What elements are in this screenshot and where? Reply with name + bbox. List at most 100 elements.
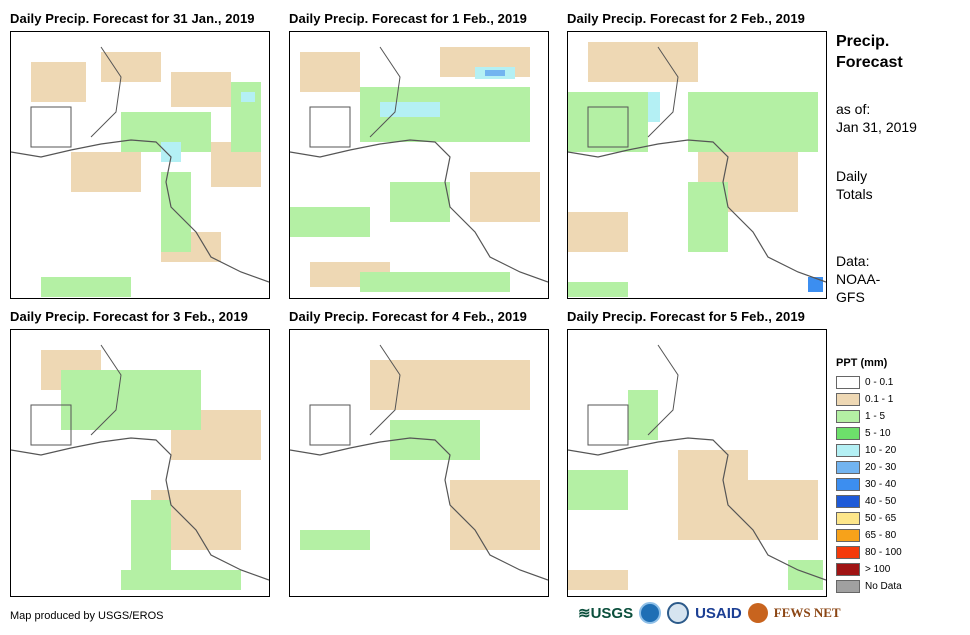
legend-label: 80 - 100: [865, 547, 902, 558]
legend-swatch: [836, 410, 860, 423]
border: [587, 344, 679, 446]
precip-map: [10, 329, 270, 597]
legend-swatch: [836, 563, 860, 576]
legend-label: 0.1 - 1: [865, 394, 894, 405]
data-line: NOAA-: [836, 271, 881, 287]
tan-layer: [568, 450, 818, 590]
map-svg: [11, 46, 269, 297]
tan-layer: [370, 360, 540, 550]
data-line: Data:: [836, 253, 870, 269]
map-svg: [11, 344, 269, 590]
legend-swatch: [836, 529, 860, 542]
legend-item: 0.1 - 1: [836, 391, 902, 408]
as-of-label: as of:: [836, 101, 871, 117]
legend-swatch: [836, 427, 860, 440]
precip-map: [567, 329, 827, 597]
cyan-layer: [648, 92, 660, 122]
legend-swatch: [836, 478, 860, 491]
light-green-layer: [41, 82, 261, 297]
legend-item: No Data: [836, 578, 902, 595]
legend-label: 5 - 10: [865, 428, 891, 439]
tan-layer: [31, 52, 261, 262]
coastline: [568, 437, 826, 581]
panel-title: Daily Precip. Forecast for 5 Feb., 2019: [567, 309, 806, 324]
fewsnet-logo: FEWS NET: [773, 605, 841, 620]
border: [587, 46, 679, 148]
legend-swatch: [836, 393, 860, 406]
panel-title: Daily Precip. Forecast for 31 Jan., 2019: [10, 11, 255, 26]
legend-label: No Data: [865, 581, 902, 592]
precip-map: [10, 31, 270, 299]
coastline: [11, 437, 269, 581]
cyan-layer: [161, 92, 255, 162]
legend-item: 50 - 65: [836, 510, 902, 527]
legend-item: 0 - 0.1: [836, 374, 902, 391]
legend-label: 40 - 50: [865, 496, 897, 507]
legend-item: > 100: [836, 561, 902, 578]
legend-label: 50 - 65: [865, 513, 897, 524]
border: [309, 46, 401, 148]
as-of-block: as of: Jan 31, 2019: [836, 100, 917, 136]
light-green-layer: [61, 370, 241, 590]
precip-map: [567, 31, 827, 299]
sidebar-title: Precip. Forecast: [836, 31, 903, 73]
legend-item: 30 - 40: [836, 476, 902, 493]
border: [309, 344, 401, 446]
legend-item: 20 - 30: [836, 459, 902, 476]
panel-title: Daily Precip. Forecast for 1 Feb., 2019: [289, 11, 528, 26]
legend-swatch: [836, 580, 860, 593]
legend-item: 80 - 100: [836, 544, 902, 561]
legend-swatch: [836, 444, 860, 457]
panel-title: Daily Precip. Forecast for 3 Feb., 2019: [10, 309, 249, 324]
precip-map: [289, 329, 549, 597]
panel-title: Daily Precip. Forecast for 4 Feb., 2019: [289, 309, 528, 324]
legend-item: 1 - 5: [836, 408, 902, 425]
data-source-block: Data: NOAA- GFS: [836, 252, 880, 306]
legend-title: PPT (mm): [836, 357, 888, 369]
usaid-logo: USAID: [695, 604, 742, 622]
map-credit: Map produced by USGS/EROS: [10, 610, 164, 622]
legend-item: 40 - 50: [836, 493, 902, 510]
map-svg: [290, 46, 548, 292]
legend-item: 10 - 20: [836, 442, 902, 459]
blue-layer: [485, 70, 505, 76]
legend-swatch: [836, 461, 860, 474]
legend-label: > 100: [865, 564, 891, 575]
totals-line: Totals: [836, 186, 873, 202]
legend: PPT (mm) 0 - 0.1 0.1 - 1 1 - 5 5 - 10 10 - 2…: [836, 357, 902, 595]
legend-label: 30 - 40: [865, 479, 897, 490]
legend-label: 0 - 0.1: [865, 377, 894, 388]
legend-swatch: [836, 512, 860, 525]
map-svg: [568, 344, 826, 590]
tan-layer: [568, 42, 798, 252]
logo-strip: ≋USGS USAID FEWS NET: [578, 598, 841, 628]
as-of-date: Jan 31, 2019: [836, 119, 917, 135]
map-svg: [290, 344, 548, 581]
fewsnet-globe-icon: [747, 603, 768, 623]
legend-label: 65 - 80: [865, 530, 897, 541]
usgs-logo: ≋USGS: [578, 605, 634, 622]
legend-label: 1 - 5: [865, 411, 886, 422]
legend-swatch: [836, 376, 860, 389]
title-line: Precip.: [836, 33, 890, 50]
legend-swatch: [836, 546, 860, 559]
legend-label: 20 - 30: [865, 462, 897, 473]
coastline: [568, 139, 826, 283]
blue-layer: [808, 277, 823, 292]
legend-item: 65 - 80: [836, 527, 902, 544]
title-line: Forecast: [836, 54, 903, 71]
coastline: [290, 139, 548, 283]
coastline: [290, 437, 548, 581]
light-green-layer: [568, 92, 818, 297]
noaa-logo-icon: [639, 602, 662, 624]
legend-swatch: [836, 495, 860, 508]
data-line: GFS: [836, 289, 865, 305]
precip-map: [289, 31, 549, 299]
tan-layer: [300, 47, 540, 287]
legend-label: 10 - 20: [865, 445, 897, 456]
nasa-seal-icon: [667, 602, 690, 624]
border: [30, 46, 122, 148]
map-svg: [568, 42, 826, 297]
coastline: [11, 139, 269, 283]
totals-line: Daily: [836, 168, 868, 184]
